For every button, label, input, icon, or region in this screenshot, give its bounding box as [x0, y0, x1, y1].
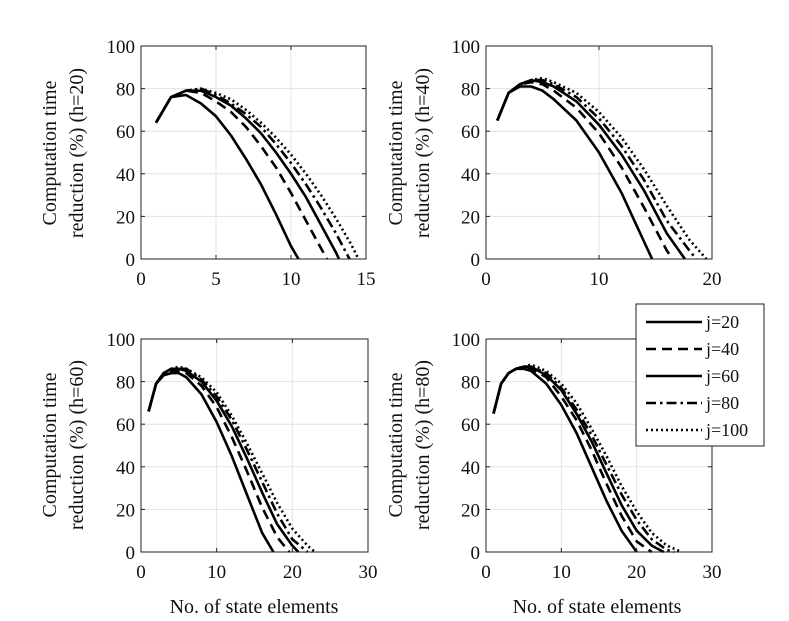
y-tick-label-h20: 40	[116, 165, 135, 186]
ylabel-h60-line1: Computation time	[39, 372, 61, 517]
series-j100-h40	[496, 76, 708, 260]
ylabel-h80-line1: Computation time	[385, 372, 407, 517]
series-j20-h20	[154, 93, 300, 260]
y-tick-label-h60: 100	[107, 330, 136, 351]
ylabel-h60-line2: reduction (%) (h=60)	[66, 360, 88, 530]
y-tick-label-h40: 100	[452, 37, 481, 58]
ylabel-h20-line1: Computation time	[39, 80, 61, 225]
x-tick-label-h60: 30	[359, 562, 378, 583]
series-j80-h60	[147, 367, 309, 553]
y-tick-label-h20: 80	[116, 80, 135, 101]
legend-entry-j20: j=20	[646, 312, 739, 332]
x-tick-label-h40: 10	[590, 269, 609, 290]
series-j40-h20	[154, 89, 329, 260]
x-tick-label-h20: 10	[282, 269, 301, 290]
y-tick-label-h80: 80	[461, 373, 480, 394]
x-tick-label-h40: 20	[703, 269, 722, 290]
series-j80-h20	[154, 87, 351, 260]
x-tick-label-h80: 30	[703, 562, 722, 583]
axes-frame-h60	[140, 338, 369, 553]
legend-entry-j100: j=100	[646, 420, 748, 440]
x-tick-label-h60: 20	[283, 562, 302, 583]
ylabel-h80-line2: reduction (%) (h=80)	[412, 360, 434, 530]
legend-label-j80: j=80	[705, 393, 739, 413]
series-j100-h80	[492, 363, 683, 554]
xlabel-h80: No. of state elements	[513, 596, 682, 618]
legend-label-j60: j=60	[705, 366, 739, 386]
x-tick-label-h60: 0	[136, 562, 146, 583]
plot-background-h20	[141, 46, 366, 259]
series-j100-h60	[147, 365, 316, 553]
ylabel-h40-line2: reduction (%) (h=40)	[412, 68, 434, 238]
legend-label-j100: j=100	[705, 420, 748, 440]
y-tick-label-h40: 40	[461, 165, 480, 186]
panel-h40: 0 10 20 0 20 40 60 80 100 Computation time reduc…	[385, 37, 722, 290]
y-tick-label-h40: 0	[471, 250, 481, 271]
series-j80-h40	[496, 78, 698, 260]
y-tick-label-h80: 40	[461, 458, 480, 479]
series-j100-h20	[154, 87, 360, 260]
panel-h20: 0 5 10 15 0 20 40 60 80 100 Computation time redu…	[39, 37, 376, 290]
x-tick-label-h80: 10	[552, 562, 571, 583]
y-tick-label-h60: 20	[116, 500, 135, 521]
plot-area-h40: 0 10 20 0 20 40 60 80 100	[452, 37, 722, 290]
series-j80-h80	[492, 365, 675, 554]
legend-entry-j40: j=40	[646, 339, 739, 359]
y-tick-label-h60: 40	[116, 458, 135, 479]
y-tick-label-h20: 0	[126, 250, 136, 271]
y-tick-label-h80: 100	[452, 330, 481, 351]
y-tick-label-h20: 60	[116, 122, 135, 143]
y-tick-label-h40: 80	[461, 80, 480, 101]
plot-area-h60: 0 10 20 30 0 20 40 60 80 100	[107, 330, 378, 583]
y-tick-label-h60: 60	[116, 415, 135, 436]
x-tick-label-h40: 0	[481, 269, 491, 290]
y-tick-label-h20: 100	[107, 37, 136, 58]
x-tick-label-h80: 0	[481, 562, 491, 583]
y-tick-label-h20: 20	[116, 207, 135, 228]
x-tick-label-h80: 20	[627, 562, 646, 583]
y-tick-label-h80: 0	[471, 543, 481, 564]
legend-entry-j60: j=60	[646, 366, 739, 386]
y-tick-label-h80: 20	[461, 500, 480, 521]
x-tick-label-h20: 5	[211, 269, 221, 290]
ylabel-h40-line1: Computation time	[385, 80, 407, 225]
y-tick-label-h40: 20	[461, 207, 480, 228]
x-tick-label-h20: 15	[357, 269, 376, 290]
xlabel-h60: No. of state elements	[170, 596, 339, 618]
y-tick-label-h60: 80	[116, 373, 135, 394]
panel-h60: 0 10 20 30 0 20 40 60 80 100 Computation time red…	[39, 330, 378, 618]
y-tick-label-h80: 60	[461, 415, 480, 436]
x-tick-label-h20: 0	[136, 269, 146, 290]
legend-entry-j80: j=80	[646, 393, 739, 413]
ylabel-h20-line2: reduction (%) (h=20)	[66, 68, 88, 238]
series-j40-h80	[492, 365, 653, 554]
axes-frame-h20	[140, 45, 367, 260]
y-tick-label-h60: 0	[126, 543, 136, 564]
legend: j=20 j=40 j=60 j=80 j=100	[635, 303, 765, 447]
plot-area-h20: 0 5 10 15 0 20 40 60 80 100	[107, 37, 376, 290]
legend-label-j20: j=20	[705, 312, 739, 332]
legend-label-j40: j=40	[705, 339, 739, 359]
y-tick-label-h40: 60	[461, 122, 480, 143]
x-tick-label-h60: 10	[207, 562, 226, 583]
